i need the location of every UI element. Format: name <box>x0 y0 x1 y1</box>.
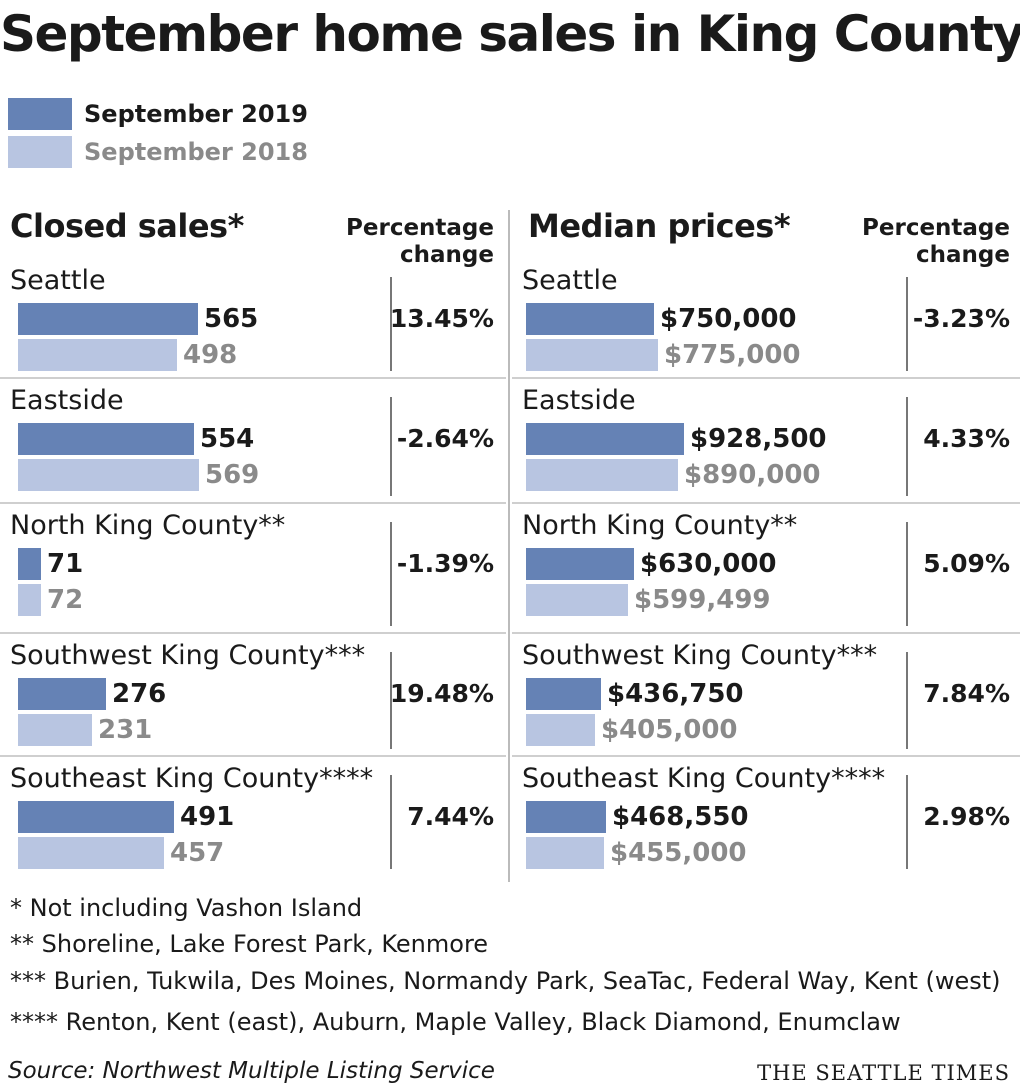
closed-sales-row-1-separator <box>0 377 506 379</box>
median-price-row-3-value-2018: $599,499 <box>634 585 771 615</box>
closed-sales-row-5-label: Southeast King County**** <box>10 763 374 794</box>
median-price-row-1-pct-change: -3.23% <box>912 304 1010 333</box>
median-price-row-5-value-2018: $455,000 <box>610 838 747 868</box>
median-price-row-3-value-2019: $630,000 <box>640 549 777 579</box>
closed-sales-row-3-label: North King County** <box>10 510 286 541</box>
closed-sales-row-5-bar-2018 <box>18 837 164 869</box>
footnote-3: *** Burien, Tukwila, Des Moines, Normand… <box>10 967 1001 995</box>
closed-sales-row-5-value-2019: 491 <box>180 802 235 832</box>
closed-sales-header: Closed sales* <box>10 207 244 245</box>
median-price-row-5-value-2019: $468,550 <box>612 802 749 832</box>
closed-sales-row-1-label: Seattle <box>10 265 106 296</box>
footnote-4: **** Renton, Kent (east), Auburn, Maple … <box>10 1008 901 1036</box>
median-price-row-1-value-2019: $750,000 <box>660 304 797 334</box>
median-price-row-5-pct-change: 2.98% <box>923 802 1010 831</box>
median-price-row-5-bar-2019 <box>526 801 606 833</box>
median-price-row-2-value-2019: $928,500 <box>690 424 827 454</box>
closed-sales-row-2-bar-2018 <box>18 459 199 491</box>
median-price-row-1-value-2018: $775,000 <box>664 340 801 370</box>
closed-sales-row-5-pct-divider <box>390 775 392 869</box>
median-price-row-2-pct-divider <box>906 397 908 496</box>
closed-sales-row-4-value-2018: 231 <box>98 715 153 745</box>
closed-sales-row-4-bar-2019 <box>18 678 106 710</box>
median-price-row-2-pct-change: 4.33% <box>923 424 1010 453</box>
closed-sales-row-1-bar-2018 <box>18 339 177 371</box>
median-price-row-2-value-2018: $890,000 <box>684 460 821 490</box>
median-price-row-2-bar-2018 <box>526 459 678 491</box>
closed-sales-row-2-value-2018: 569 <box>205 460 260 490</box>
median-price-row-1-label: Seattle <box>522 265 618 296</box>
closed-sales-row-4-pct-change: 19.48% <box>389 679 494 708</box>
footnote-1: * Not including Vashon Island <box>10 894 363 922</box>
median-price-row-4-bar-2019 <box>526 678 601 710</box>
median-price-row-5-label: Southeast King County**** <box>522 763 886 794</box>
closed-sales-row-2-pct-change: -2.64% <box>396 424 494 453</box>
closed-sales-row-1-value-2019: 565 <box>204 304 259 334</box>
closed-sales-row-5-pct-change: 7.44% <box>407 802 494 831</box>
median-price-row-2-label: Eastside <box>522 385 636 416</box>
footnote-2: ** Shoreline, Lake Forest Park, Kenmore <box>10 930 489 958</box>
closed-sales-row-4-label: Southwest King County*** <box>10 640 366 671</box>
closed-sales-row-1-pct-divider <box>390 277 392 371</box>
source-credit: Source: Northwest Multiple Listing Servi… <box>8 1058 495 1084</box>
chart-title: September home sales in King County <box>0 5 1020 63</box>
closed-sales-row-2-label: Eastside <box>10 385 124 416</box>
median-price-row-4-label: Southwest King County*** <box>522 640 878 671</box>
median-price-row-2-separator <box>512 502 1020 504</box>
closed-sales-row-3-bar-2019 <box>18 548 41 580</box>
median-price-row-4-value-2019: $436,750 <box>607 679 744 709</box>
closed-sales-row-2-bar-2019 <box>18 423 194 455</box>
legend-swatch-2018 <box>8 136 72 168</box>
median-price-row-4-bar-2018 <box>526 714 595 746</box>
closed-sales-row-1-bar-2019 <box>18 303 198 335</box>
closed-sales-row-3-value-2019: 71 <box>47 549 84 579</box>
closed-sales-row-1-value-2018: 498 <box>183 340 238 370</box>
closed-sales-row-3-separator <box>0 632 506 634</box>
median-price-row-4-value-2018: $405,000 <box>601 715 738 745</box>
median-price-row-3-pct-divider <box>906 522 908 626</box>
closed-sales-row-3-value-2018: 72 <box>47 585 84 615</box>
median-price-row-3-bar-2018 <box>526 584 628 616</box>
closed-sales-row-3-bar-2018 <box>18 584 41 616</box>
median-price-row-1-bar-2018 <box>526 339 658 371</box>
legend-label-2019: September 2019 <box>84 100 308 128</box>
median-price-row-2-bar-2019 <box>526 423 684 455</box>
median-price-row-4-separator <box>512 755 1020 757</box>
closed-sales-pct-header: Percentage change <box>346 215 494 268</box>
closed-sales-row-5-value-2018: 457 <box>170 838 225 868</box>
median-price-row-3-bar-2019 <box>526 548 634 580</box>
closed-sales-row-4-separator <box>0 755 506 757</box>
median-prices-header: Median prices* <box>528 207 791 245</box>
median-prices-pct-header: Percentage change <box>862 215 1010 268</box>
legend-label-2018: September 2018 <box>84 138 308 166</box>
median-price-row-5-pct-divider <box>906 775 908 869</box>
median-price-row-4-pct-change: 7.84% <box>923 679 1010 708</box>
closed-sales-row-2-pct-divider <box>390 397 392 496</box>
publisher-logo: THE SEATTLE TIMES <box>757 1061 1010 1085</box>
median-price-row-3-label: North King County** <box>522 510 798 541</box>
median-price-row-1-bar-2019 <box>526 303 654 335</box>
median-price-row-1-pct-divider <box>906 277 908 371</box>
closed-sales-row-3-pct-change: -1.39% <box>396 549 494 578</box>
closed-sales-row-5-bar-2019 <box>18 801 174 833</box>
closed-sales-row-1-pct-change: 13.45% <box>389 304 494 333</box>
closed-sales-row-3-pct-divider <box>390 522 392 626</box>
closed-sales-row-2-value-2019: 554 <box>200 424 255 454</box>
closed-sales-row-4-pct-divider <box>390 652 392 749</box>
median-price-row-4-pct-divider <box>906 652 908 749</box>
legend-swatch-2019 <box>8 98 72 130</box>
closed-sales-row-4-bar-2018 <box>18 714 92 746</box>
median-price-row-3-separator <box>512 632 1020 634</box>
median-price-row-1-separator <box>512 377 1020 379</box>
closed-sales-row-4-value-2019: 276 <box>112 679 167 709</box>
median-price-row-5-bar-2018 <box>526 837 604 869</box>
median-price-row-3-pct-change: 5.09% <box>923 549 1010 578</box>
closed-sales-row-2-separator <box>0 502 506 504</box>
column-divider <box>508 210 510 882</box>
